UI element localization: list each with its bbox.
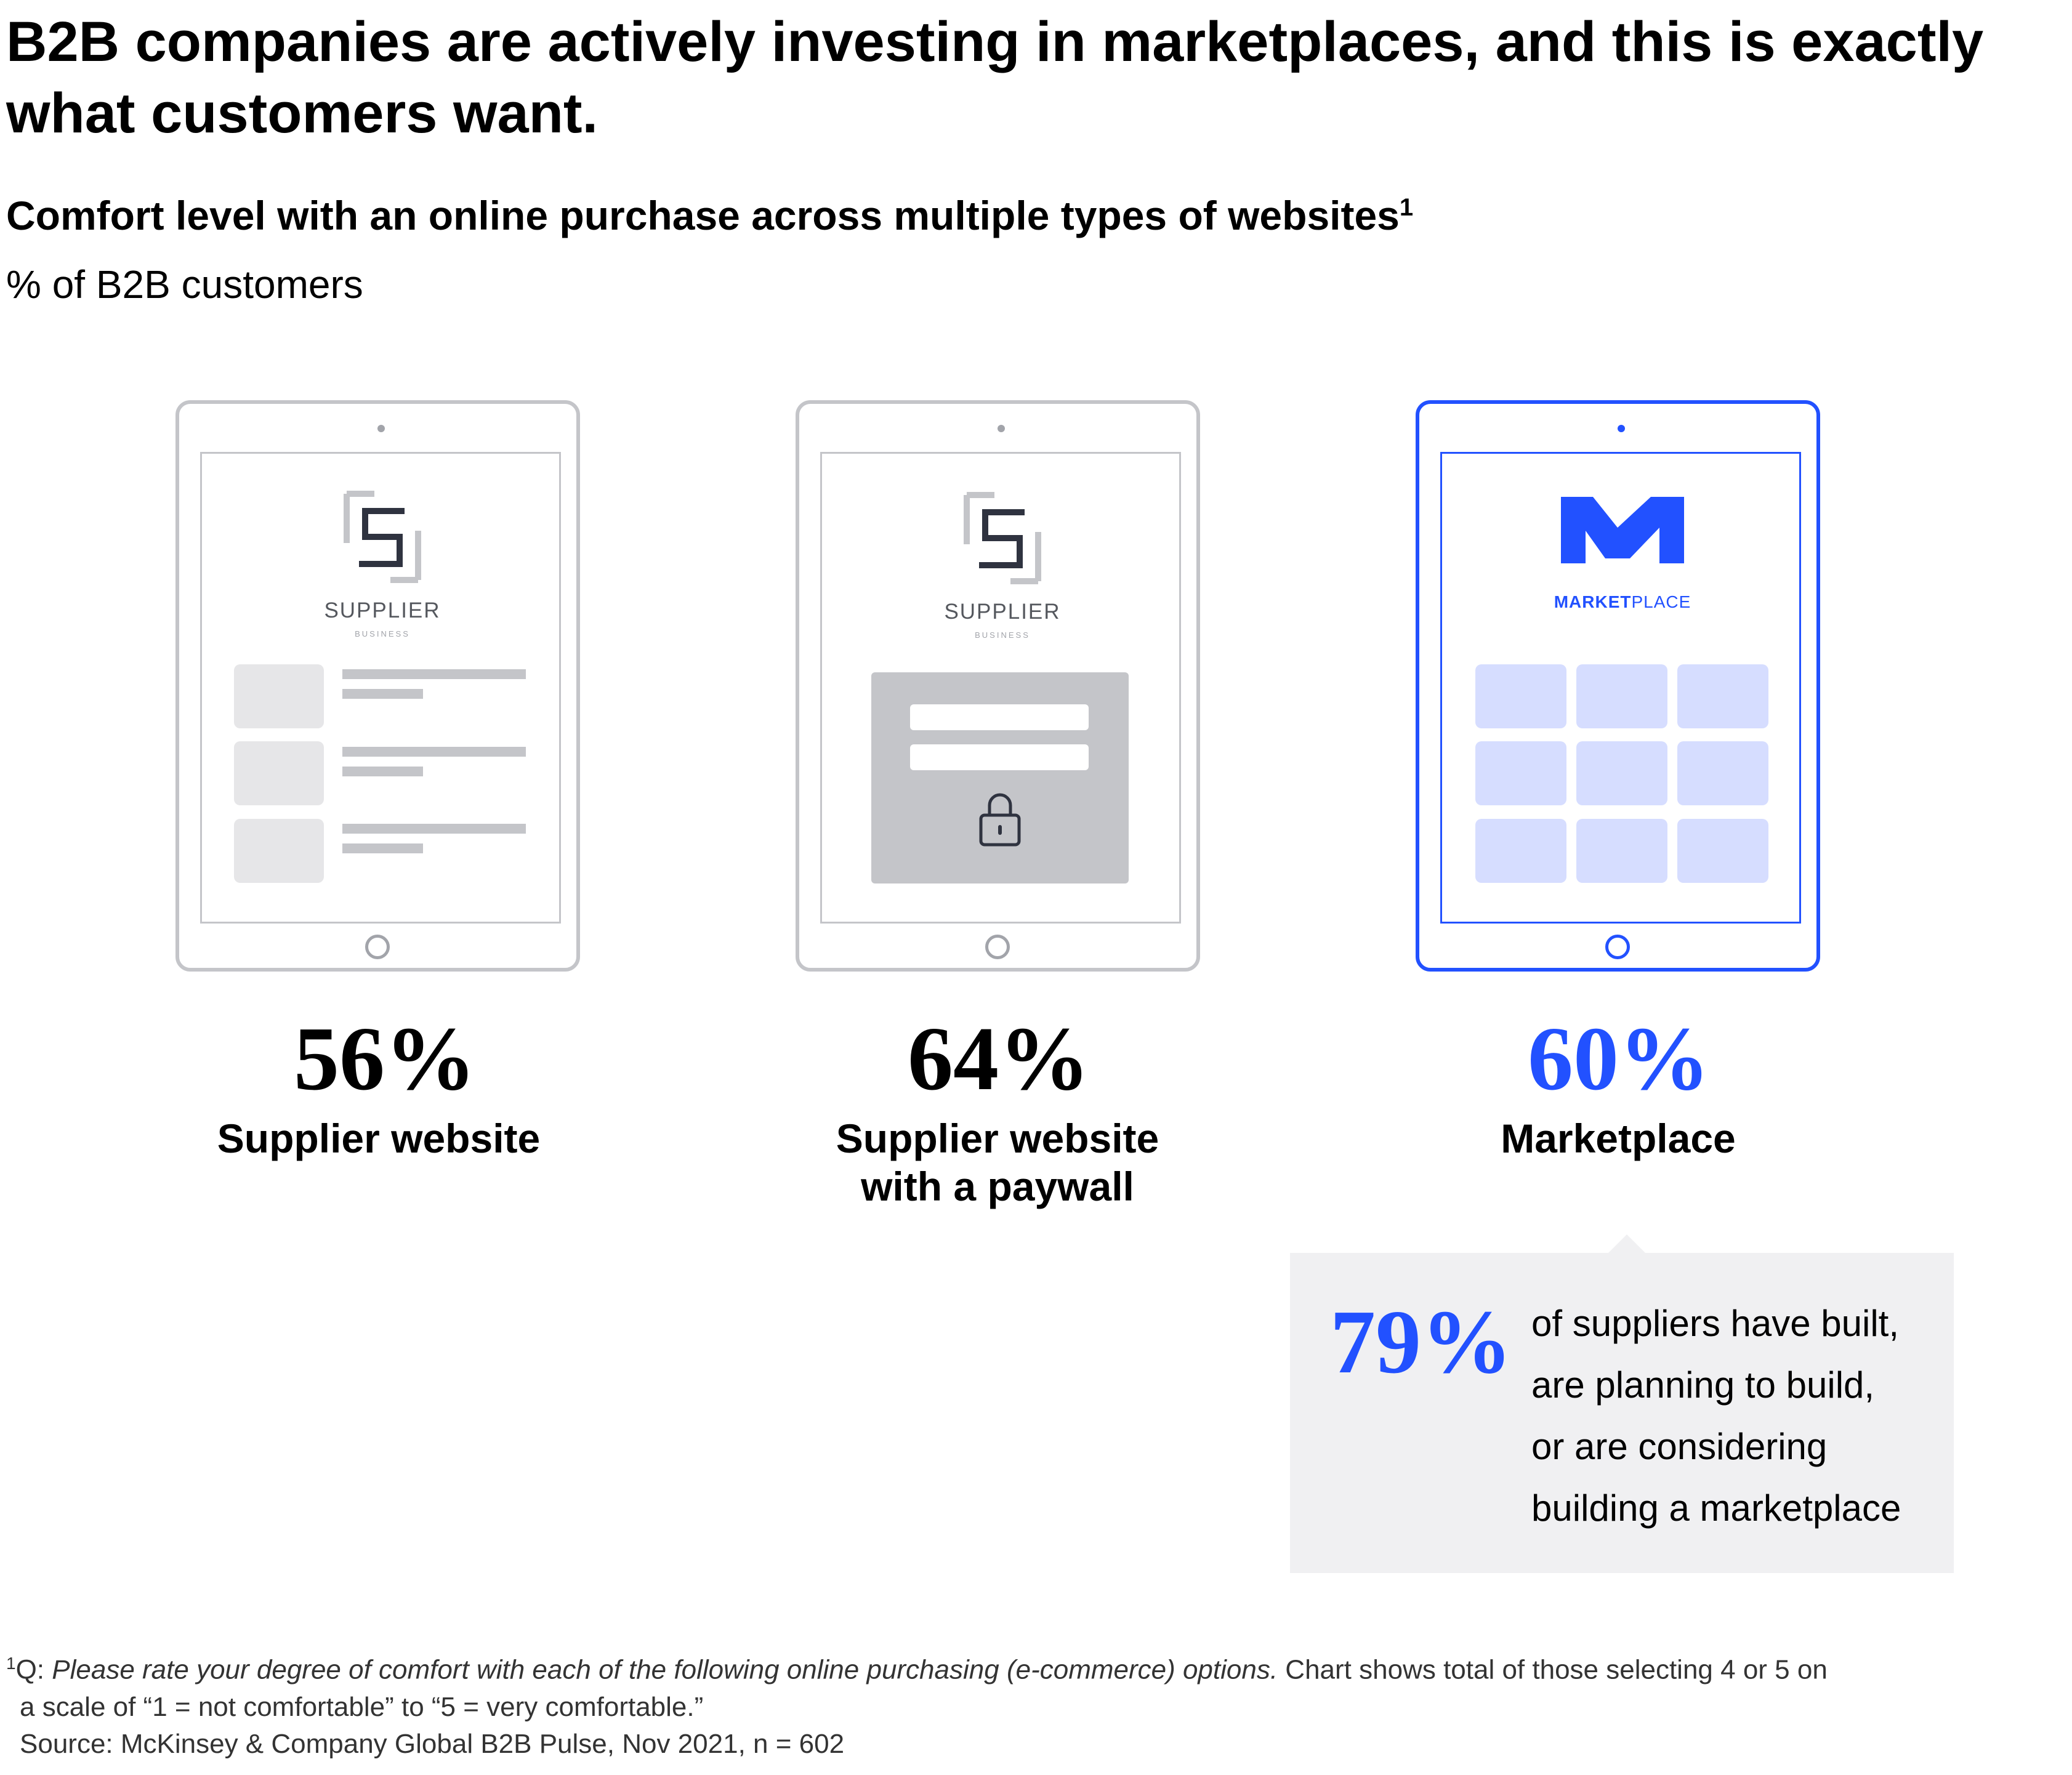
home-button-icon [1605, 935, 1630, 959]
callout-text: of suppliers have built, are planning to… [1531, 1293, 1950, 1539]
category-label-line: Supplier website [836, 1116, 1159, 1161]
list-thumbnail [234, 819, 324, 883]
footnote-text: Chart shows total of those selecting 4 o… [1278, 1654, 1828, 1685]
list-text-line [342, 747, 526, 757]
grid-tile [1677, 741, 1768, 805]
bar-value-label: 60% [1528, 1008, 1710, 1109]
subtitle-text: Comfort level with an online purchase ac… [6, 193, 1400, 238]
grid-tile [1576, 664, 1667, 728]
callout-box [1290, 1253, 1954, 1573]
tablet-supplier-website: SUPPLIER BUSINESS [175, 400, 580, 972]
footnote-line: 1Q: Please rate your degree of comfort w… [6, 1645, 2057, 1689]
list-text-line [342, 767, 423, 776]
bar-value-label: 64% [908, 1008, 1090, 1109]
supplier-logo-text: SUPPLIER [324, 598, 441, 622]
callout-value: 79% [1330, 1292, 1512, 1393]
list-text-line [342, 689, 423, 699]
category-label: Supplier website [217, 1116, 541, 1161]
supplier-logo-icon [964, 492, 1041, 584]
paywall-field [910, 744, 1089, 770]
footnote-marker: 1 [6, 1654, 16, 1673]
tablet-screen: SUPPLIER BUSINESS [820, 452, 1181, 924]
category-label: Supplier website with a paywall [782, 1114, 1213, 1210]
supplier-logo-text: SUPPLIER [944, 600, 1061, 624]
marketplace-logo-text: MARKETPLACE [1499, 592, 1746, 612]
footnote-line: a scale of “1 = not comfortable” to “5 =… [20, 1691, 704, 1722]
list-text-line [342, 669, 526, 679]
grid-tile [1576, 819, 1667, 883]
marketplace-logo-light: PLACE [1631, 592, 1691, 611]
callout-line: building a marketplace [1531, 1487, 1901, 1529]
camera-dot [1618, 425, 1625, 432]
grid-tile [1475, 741, 1566, 805]
camera-dot [377, 425, 385, 432]
grid-tile [1576, 741, 1667, 805]
category-label: Marketplace [1501, 1116, 1736, 1161]
supplier-logo-icon [344, 491, 421, 583]
unit-label: % of B2B customers [6, 262, 363, 307]
marketplace-logo-bold: MARKET [1554, 592, 1632, 611]
footnote-prefix: Q: [15, 1654, 52, 1685]
list-thumbnail [234, 741, 324, 805]
tablet-screen: SUPPLIER BUSINESS [200, 452, 561, 924]
callout-line: of suppliers have built, [1531, 1303, 1900, 1344]
footnote-question: Please rate your degree of comfort with … [52, 1654, 1278, 1685]
subtitle-footnote-marker: 1 [1399, 194, 1414, 221]
callout-line: or are considering [1531, 1426, 1828, 1467]
source-line: Source: McKinsey & Company Global B2B Pu… [20, 1728, 845, 1759]
bar-value-label: 56% [294, 1008, 476, 1109]
tablet-supplier-paywall: SUPPLIER BUSINESS [796, 400, 1200, 972]
paywall-field [910, 704, 1089, 730]
grid-tile [1677, 664, 1768, 728]
paywall-panel [871, 672, 1129, 883]
grid-tile [1475, 819, 1566, 883]
page-title: B2B companies are actively investing in … [6, 10, 1984, 145]
list-text-line [342, 843, 423, 853]
home-button-icon [365, 935, 390, 959]
tablet-screen: MARKETPLACE [1440, 452, 1801, 924]
category-label-line: with a paywall [861, 1164, 1134, 1209]
grid-tile [1475, 664, 1566, 728]
callout-pointer [1607, 1234, 1647, 1254]
callout-line: are planning to build, [1531, 1364, 1875, 1406]
list-thumbnail [234, 664, 324, 728]
supplier-logo-subtext: BUSINESS [975, 630, 1030, 640]
grid-tile [1677, 819, 1768, 883]
footnote: 1Q: Please rate your degree of comfort w… [6, 1645, 2057, 1763]
lock-icon [979, 793, 1021, 847]
tablet-marketplace: MARKETPLACE [1416, 400, 1820, 972]
marketplace-logo-icon [1561, 497, 1684, 563]
camera-dot [998, 425, 1005, 432]
list-text-line [342, 824, 526, 834]
home-button-icon [985, 935, 1010, 959]
chart-subtitle: Comfort level with an online purchase ac… [6, 192, 1413, 239]
supplier-logo-subtext: BUSINESS [355, 629, 410, 638]
